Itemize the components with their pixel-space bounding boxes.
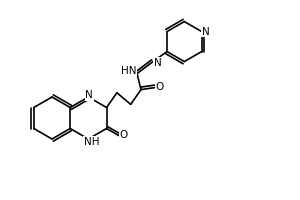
Text: N: N [154,58,162,68]
Text: N: N [202,27,209,37]
Text: O: O [156,82,164,92]
Text: NH: NH [84,137,99,147]
Text: N: N [85,90,93,100]
Text: HN: HN [121,66,137,76]
Text: O: O [120,130,128,140]
